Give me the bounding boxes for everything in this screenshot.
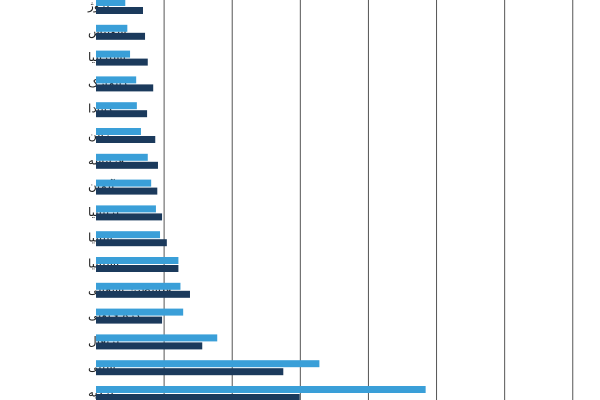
bar	[96, 257, 179, 264]
bar	[96, 58, 148, 66]
bar	[96, 102, 137, 110]
bar	[96, 128, 141, 135]
bar	[96, 394, 300, 400]
bar	[96, 84, 154, 92]
bar	[96, 0, 126, 6]
bar	[96, 179, 152, 187]
bar	[96, 265, 179, 272]
bar	[96, 205, 156, 213]
bar	[96, 187, 158, 195]
bar	[96, 290, 190, 298]
bar	[96, 368, 284, 376]
bar	[96, 110, 148, 118]
bar	[96, 213, 163, 221]
bar	[96, 76, 137, 84]
bar	[96, 136, 156, 143]
bar	[96, 161, 158, 169]
bar	[96, 342, 203, 350]
bar	[96, 239, 167, 247]
bar	[96, 153, 148, 161]
bar	[96, 24, 128, 32]
bar	[96, 7, 143, 14]
bar	[96, 316, 163, 324]
bar	[96, 32, 146, 40]
bar	[96, 231, 161, 239]
bar	[96, 386, 426, 393]
bar	[96, 360, 320, 368]
bar	[96, 308, 184, 316]
bar	[96, 50, 131, 58]
bar	[96, 334, 218, 342]
bar	[96, 282, 181, 290]
